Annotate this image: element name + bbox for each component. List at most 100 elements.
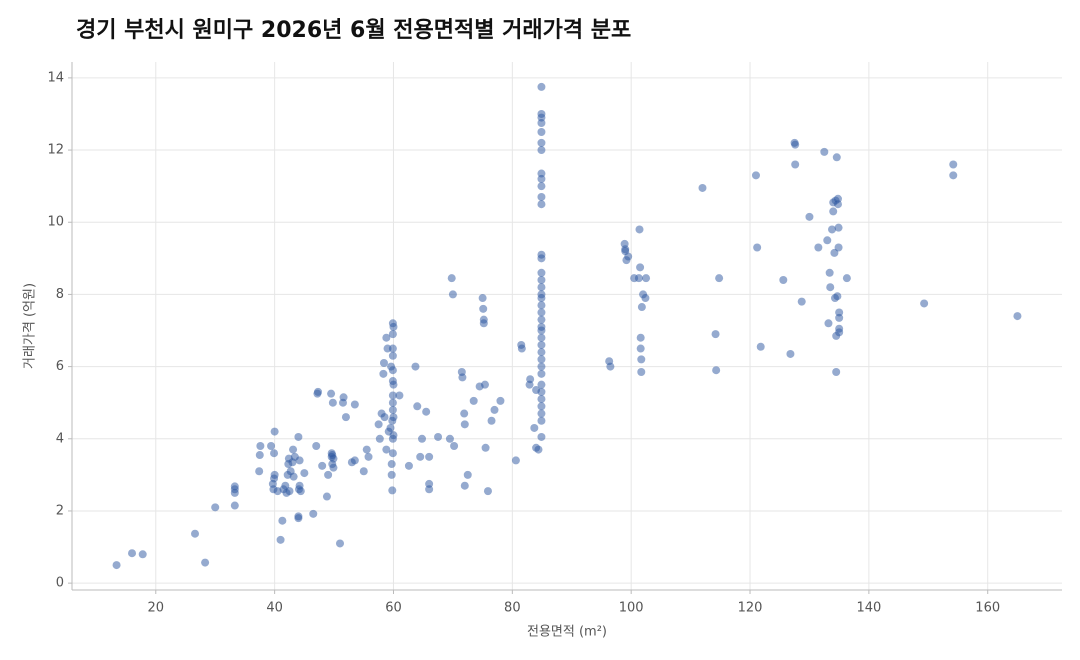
point: [388, 449, 397, 458]
point: [270, 470, 279, 479]
x-tick-label: 60: [385, 601, 402, 616]
point: [824, 319, 833, 328]
point: [379, 358, 388, 367]
point: [825, 268, 834, 277]
point: [448, 290, 457, 299]
point: [295, 456, 304, 465]
point: [636, 333, 645, 342]
point: [267, 442, 276, 450]
point: [832, 368, 841, 377]
point: [637, 368, 646, 377]
point: [312, 442, 321, 450]
point: [382, 333, 391, 342]
point: [364, 452, 373, 461]
point: [389, 322, 398, 331]
point: [511, 456, 520, 465]
point: [814, 243, 823, 252]
point: [641, 294, 650, 303]
y-tick-label: 0: [56, 576, 64, 591]
point: [389, 431, 398, 440]
point: [791, 160, 800, 169]
point: [380, 413, 389, 422]
point: [278, 516, 287, 525]
point: [756, 342, 765, 351]
point: [537, 283, 546, 292]
y-axis-label: 거래가격 (억원): [23, 283, 38, 369]
point: [425, 485, 434, 494]
point: [537, 254, 546, 263]
point: [537, 268, 546, 277]
point: [413, 402, 422, 411]
point: [537, 409, 546, 418]
point: [327, 389, 336, 398]
point: [751, 171, 760, 180]
point: [255, 451, 264, 460]
point: [285, 487, 294, 496]
point: [460, 481, 469, 490]
point: [635, 225, 644, 234]
point: [642, 274, 651, 283]
point: [537, 416, 546, 425]
point: [230, 482, 239, 491]
point: [314, 387, 323, 396]
point: [270, 449, 279, 458]
point: [920, 299, 929, 308]
point: [270, 427, 279, 436]
point: [537, 432, 546, 441]
point: [387, 460, 396, 469]
point: [479, 319, 488, 328]
point: [389, 413, 398, 422]
point: [388, 398, 397, 407]
point: [830, 248, 839, 257]
point: [375, 434, 384, 443]
point: [395, 391, 404, 400]
point: [537, 395, 546, 404]
point: [715, 274, 724, 283]
point: [797, 297, 806, 306]
point: [537, 380, 546, 389]
point: [211, 503, 220, 512]
point: [537, 308, 546, 317]
point: [386, 423, 395, 432]
point: [296, 487, 305, 496]
point: [537, 326, 546, 335]
point: [537, 301, 546, 310]
point: [835, 328, 844, 337]
point: [478, 294, 487, 303]
point: [624, 252, 633, 261]
point: [255, 467, 264, 476]
point: [480, 380, 489, 389]
point: [447, 274, 456, 283]
point: [481, 443, 490, 452]
x-tick-label: 140: [856, 601, 881, 616]
point: [832, 153, 841, 162]
x-tick-label: 20: [148, 601, 165, 616]
point: [388, 405, 397, 414]
point: [791, 140, 800, 149]
point: [637, 303, 646, 312]
point: [388, 351, 397, 360]
point: [537, 315, 546, 324]
point: [387, 470, 396, 479]
point: [537, 369, 546, 378]
point: [537, 294, 546, 303]
point: [537, 82, 546, 91]
point: [487, 416, 496, 425]
point: [388, 366, 397, 375]
point: [289, 472, 298, 481]
x-tick-label: 40: [266, 601, 283, 616]
point: [537, 146, 546, 155]
x-tick-label: 160: [975, 601, 1000, 616]
y-tick-label: 14: [47, 70, 64, 85]
point: [637, 355, 646, 364]
point: [418, 434, 427, 443]
point: [281, 481, 290, 490]
point: [324, 470, 333, 479]
point: [379, 369, 388, 378]
point: [191, 529, 200, 538]
point: [341, 413, 350, 422]
point: [636, 263, 645, 272]
point: [300, 469, 309, 478]
point: [490, 405, 499, 414]
point: [711, 330, 720, 339]
